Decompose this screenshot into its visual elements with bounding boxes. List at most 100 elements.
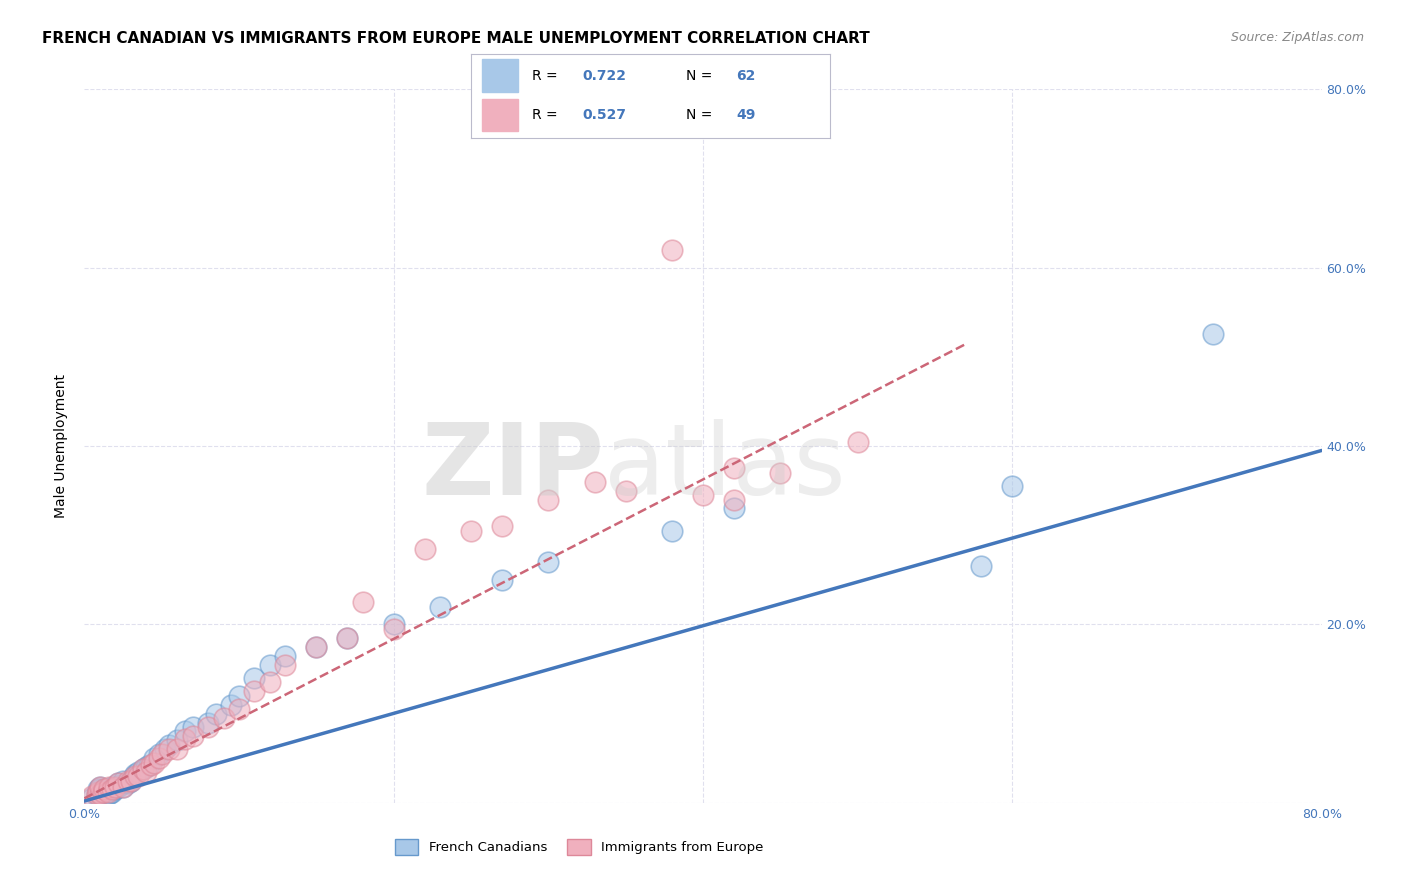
Point bbox=[537, 492, 560, 507]
Point bbox=[148, 747, 170, 761]
Point bbox=[124, 769, 146, 783]
Point bbox=[970, 559, 993, 574]
Point bbox=[86, 789, 108, 803]
Text: FRENCH CANADIAN VS IMMIGRANTS FROM EUROPE MALE UNEMPLOYMENT CORRELATION CHART: FRENCH CANADIAN VS IMMIGRANTS FROM EUROP… bbox=[42, 31, 870, 46]
Point bbox=[221, 698, 243, 712]
Point bbox=[89, 780, 111, 794]
Text: atlas: atlas bbox=[605, 419, 845, 516]
Point bbox=[181, 729, 204, 743]
Text: ZIP: ZIP bbox=[422, 419, 605, 516]
Point bbox=[104, 780, 127, 794]
Point bbox=[120, 773, 142, 788]
Point bbox=[93, 782, 115, 797]
Point bbox=[86, 787, 108, 801]
Text: Source: ZipAtlas.com: Source: ZipAtlas.com bbox=[1230, 31, 1364, 45]
Point bbox=[212, 711, 235, 725]
Point bbox=[243, 671, 266, 685]
Text: R =: R = bbox=[531, 109, 562, 122]
Point bbox=[181, 720, 204, 734]
Text: 62: 62 bbox=[737, 69, 755, 83]
Point bbox=[846, 434, 869, 449]
Point bbox=[89, 782, 111, 797]
Point bbox=[100, 785, 122, 799]
Point bbox=[89, 785, 111, 799]
Text: 49: 49 bbox=[737, 109, 755, 122]
Bar bbox=[482, 60, 517, 92]
Legend: French Canadians, Immigrants from Europe: French Canadians, Immigrants from Europe bbox=[389, 834, 769, 861]
Point bbox=[429, 599, 451, 614]
Point bbox=[1001, 479, 1024, 493]
Point bbox=[86, 787, 108, 801]
Point bbox=[101, 782, 124, 797]
Point bbox=[98, 780, 121, 794]
Point bbox=[89, 787, 111, 801]
Point bbox=[117, 773, 139, 788]
Point bbox=[87, 782, 110, 797]
Point bbox=[259, 657, 281, 672]
Text: N =: N = bbox=[686, 69, 717, 83]
Point bbox=[413, 541, 436, 556]
Point bbox=[352, 595, 374, 609]
Point bbox=[174, 724, 197, 739]
Point bbox=[82, 791, 104, 805]
Point bbox=[89, 789, 111, 803]
Bar bbox=[482, 99, 517, 131]
Point bbox=[583, 475, 606, 489]
Point bbox=[382, 622, 405, 636]
Point bbox=[132, 762, 155, 776]
Point bbox=[197, 715, 219, 730]
Point bbox=[661, 524, 683, 538]
Point bbox=[491, 573, 513, 587]
Point bbox=[197, 720, 219, 734]
Point bbox=[205, 706, 228, 721]
Point bbox=[120, 773, 142, 788]
Point bbox=[159, 742, 181, 756]
Point bbox=[117, 776, 139, 790]
Point bbox=[107, 780, 129, 794]
Point bbox=[89, 780, 111, 794]
Point bbox=[87, 785, 110, 799]
Point bbox=[274, 648, 297, 663]
Point bbox=[159, 738, 181, 752]
Point bbox=[259, 675, 281, 690]
Point bbox=[89, 787, 111, 801]
Point bbox=[103, 782, 125, 797]
Point bbox=[174, 731, 197, 746]
Point bbox=[723, 501, 745, 516]
Point bbox=[382, 617, 405, 632]
Point bbox=[723, 492, 745, 507]
Point bbox=[153, 742, 176, 756]
Point bbox=[93, 787, 115, 801]
Point bbox=[97, 787, 120, 801]
Point bbox=[139, 758, 162, 772]
Point bbox=[135, 764, 157, 779]
Point bbox=[132, 762, 155, 776]
Point bbox=[723, 461, 745, 475]
Point bbox=[112, 780, 135, 794]
Point bbox=[166, 733, 188, 747]
Point bbox=[91, 789, 114, 803]
Point bbox=[108, 778, 131, 792]
Point bbox=[93, 782, 115, 797]
Point bbox=[1202, 327, 1225, 342]
Y-axis label: Male Unemployment: Male Unemployment bbox=[55, 374, 69, 518]
Point bbox=[97, 782, 120, 797]
Point bbox=[661, 243, 683, 257]
Point bbox=[769, 466, 792, 480]
Point bbox=[336, 631, 359, 645]
Point bbox=[87, 785, 110, 799]
Point bbox=[98, 782, 121, 797]
Point bbox=[128, 769, 150, 783]
Point bbox=[491, 519, 513, 533]
Point bbox=[124, 767, 146, 781]
Point bbox=[104, 782, 127, 797]
Point bbox=[97, 785, 120, 799]
Point bbox=[101, 785, 124, 799]
Point bbox=[305, 640, 328, 654]
Point bbox=[138, 758, 160, 772]
Point bbox=[166, 742, 188, 756]
Point bbox=[135, 760, 157, 774]
Point bbox=[537, 555, 560, 569]
Point bbox=[112, 773, 135, 788]
Point bbox=[228, 689, 250, 703]
